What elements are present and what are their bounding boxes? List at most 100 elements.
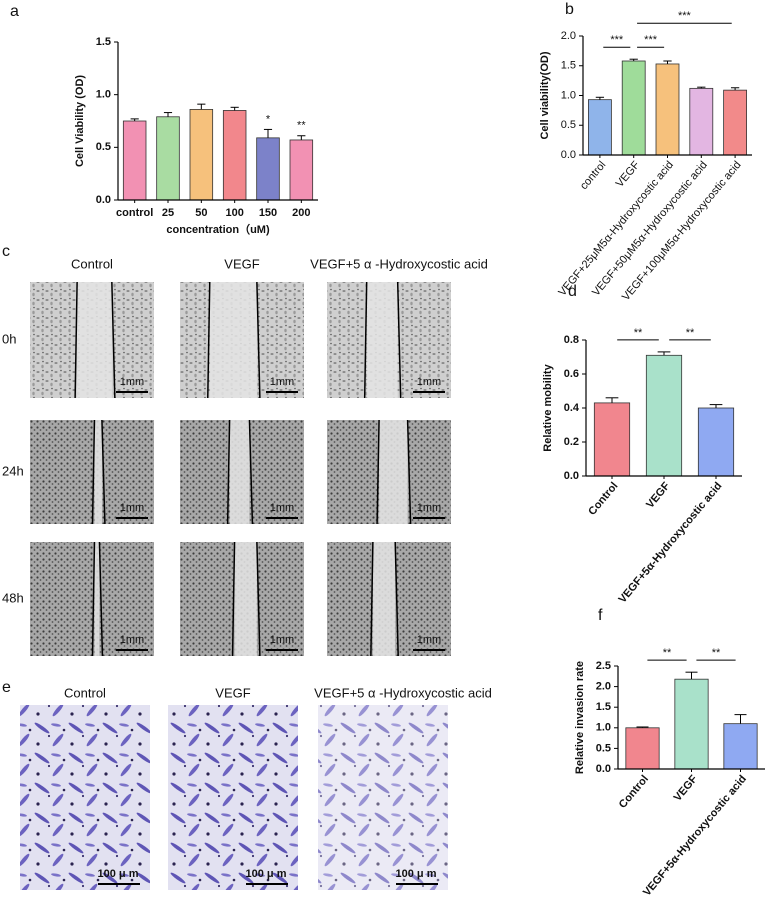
scale-label: 1mm [270,634,294,646]
wound-gap [372,542,396,656]
y-tick-label: 1.0 [96,89,111,101]
column-header: Control [64,685,106,700]
scale-label: 1mm [417,376,441,388]
y-tick-label: 0.0 [564,470,579,482]
wound-edge [256,281,261,399]
wound-edge [207,281,211,399]
panel-label: b [565,1,574,18]
y-axis-label: Relative invasion rate [574,661,586,774]
bar [689,87,714,156]
panel-label: c [2,243,10,260]
wound-gap [209,282,257,398]
bar [156,116,180,201]
scale-label: 1mm [120,502,144,514]
y-tick-label: 1.5 [596,701,611,713]
column-header: VEGF+5 α -Hydroxycostic acid [314,685,492,700]
significance: ** [663,647,672,659]
bar [621,60,646,156]
bar [625,727,660,770]
bar [122,120,147,201]
y-axis-label: Cell Viability (OD) [74,75,86,167]
row-label: 24h [2,463,24,478]
bar [723,89,747,156]
panel-label: f [598,607,603,624]
micrograph [318,705,448,890]
column-header: VEGF+5 α -Hydroxycostic acid [310,256,488,271]
bar [645,354,683,477]
scale-label: 1mm [417,502,441,514]
row-label: 48h [2,590,24,605]
column-header: Control [71,256,113,271]
wound-edge [111,281,116,399]
y-tick-label: 1.5 [561,60,576,72]
bar [674,678,709,770]
wound-gap [229,420,250,524]
wound-edge [370,541,374,657]
micrograph [30,420,154,524]
bar [697,407,735,477]
micrograph [30,542,154,656]
scale-label: 1mm [270,376,294,388]
wound-gap [234,542,257,656]
bar [189,109,214,201]
wound-gap [94,420,102,524]
wound-gap [379,420,408,524]
significance: ** [686,327,695,339]
significance: *** [610,34,624,46]
panel-label: a [10,3,19,20]
wound-edge [394,541,399,657]
x-tick-label: VEGF [644,480,673,511]
y-tick-label: 0.5 [96,141,111,153]
wound-gap [366,282,398,398]
y-tick-label: 1.0 [561,89,576,101]
wound-gap [77,282,112,398]
wound-edge [91,541,96,657]
wound-edge [98,541,104,657]
bar [588,99,612,156]
y-tick-label: 0.2 [564,436,579,448]
bar [655,63,680,156]
scale-label: 1mm [120,634,144,646]
y-tick-label: 0.5 [561,119,576,131]
significance: * [266,113,271,125]
micrograph [20,705,150,890]
wound-edge [226,419,231,525]
bar [289,139,314,201]
x-tick-label: VEGF+5α-Hydroxycostic acid [641,773,749,897]
x-tick-label: 200 [292,207,310,219]
bar [256,137,280,201]
bar [593,402,631,477]
bar [723,723,758,770]
row-label: 0h [2,331,16,346]
y-tick-label: 0.0 [561,149,576,161]
x-tick-label: control [116,207,153,219]
wound-edge [74,281,78,399]
x-tick-label: 100 [225,207,243,219]
y-tick-label: 2.0 [561,30,576,42]
y-tick-label: 0.5 [596,742,611,754]
y-axis-label: Relative mobility [542,363,554,451]
wound-edge [256,541,261,657]
y-tick-label: 0.4 [564,402,580,414]
x-tick-label: 150 [259,207,277,219]
x-tick-label: 25 [162,207,174,219]
micrograph [168,705,298,890]
column-header: VEGF [224,256,259,271]
significance: ** [634,327,643,339]
wound-edge [231,541,236,657]
x-tick-label: VEGF [614,159,643,190]
x-tick-label: 50 [195,207,207,219]
wound-edge [376,419,380,525]
scale-label: 100 μ m [396,868,437,880]
panel-label: d [568,283,577,300]
y-tick-label: 0.0 [96,194,111,206]
significance: ** [297,120,306,132]
wound-edge [396,281,402,399]
scale-label: 100 μ m [98,868,139,880]
significance: *** [678,10,692,22]
column-header: VEGF [215,685,250,700]
scale-label: 1mm [417,634,441,646]
y-axis-label: Cell viability(OD) [539,51,551,139]
x-tick-label: Control [617,773,651,811]
